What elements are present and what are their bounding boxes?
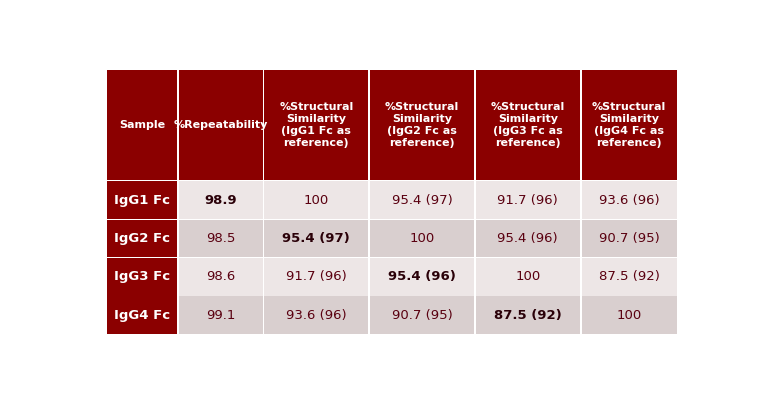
- Bar: [178, 70, 262, 180]
- Text: 93.6 (96): 93.6 (96): [286, 309, 347, 322]
- Text: IgG1 Fc: IgG1 Fc: [114, 194, 170, 206]
- Bar: [178, 296, 262, 334]
- Bar: [265, 220, 368, 257]
- Text: 98.6: 98.6: [206, 270, 235, 283]
- Bar: [581, 181, 677, 219]
- Bar: [107, 70, 177, 180]
- Text: IgG2 Fc: IgG2 Fc: [114, 232, 170, 245]
- Bar: [265, 181, 368, 219]
- Bar: [370, 70, 474, 180]
- Bar: [107, 181, 177, 219]
- Text: 95.4 (96): 95.4 (96): [388, 270, 456, 283]
- Bar: [370, 296, 474, 334]
- Bar: [581, 258, 677, 296]
- Text: Sample: Sample: [119, 120, 165, 130]
- Bar: [581, 70, 677, 180]
- Bar: [107, 220, 177, 257]
- Text: %Structural
Similarity
(IgG2 Fc as
reference): %Structural Similarity (IgG2 Fc as refer…: [385, 102, 459, 148]
- Bar: [178, 258, 262, 296]
- Text: 93.6 (96): 93.6 (96): [599, 194, 659, 206]
- Text: 90.7 (95): 90.7 (95): [599, 232, 659, 245]
- Bar: [265, 296, 368, 334]
- Bar: [265, 70, 368, 180]
- Text: 91.7 (96): 91.7 (96): [497, 194, 558, 206]
- Bar: [107, 258, 177, 296]
- Text: 98.5: 98.5: [206, 232, 236, 245]
- Bar: [370, 258, 474, 296]
- Bar: [178, 220, 262, 257]
- Text: %Structural
Similarity
(IgG3 Fc as
reference): %Structural Similarity (IgG3 Fc as refer…: [490, 102, 565, 148]
- Text: 90.7 (95): 90.7 (95): [392, 309, 452, 322]
- Text: 100: 100: [617, 309, 642, 322]
- Bar: [581, 296, 677, 334]
- Text: IgG4 Fc: IgG4 Fc: [114, 309, 170, 322]
- Text: 95.4 (97): 95.4 (97): [392, 194, 452, 206]
- Bar: [476, 70, 580, 180]
- Text: 100: 100: [304, 194, 329, 206]
- Text: 87.5 (92): 87.5 (92): [599, 270, 659, 283]
- Text: %Structural
Similarity
(IgG4 Fc as
reference): %Structural Similarity (IgG4 Fc as refer…: [592, 102, 666, 148]
- Text: IgG3 Fc: IgG3 Fc: [114, 270, 170, 283]
- Text: %Structural
Similarity
(IgG1 Fc as
reference): %Structural Similarity (IgG1 Fc as refer…: [279, 102, 353, 148]
- Bar: [107, 296, 177, 334]
- Bar: [370, 181, 474, 219]
- Text: 100: 100: [409, 232, 435, 245]
- Text: 100: 100: [515, 270, 540, 283]
- Bar: [476, 258, 580, 296]
- Bar: [476, 220, 580, 257]
- Bar: [476, 181, 580, 219]
- Bar: [265, 258, 368, 296]
- Bar: [178, 181, 262, 219]
- Text: 91.7 (96): 91.7 (96): [286, 270, 347, 283]
- Text: 99.1: 99.1: [206, 309, 236, 322]
- Text: 95.4 (97): 95.4 (97): [282, 232, 350, 245]
- Bar: [370, 220, 474, 257]
- Bar: [581, 220, 677, 257]
- Text: %Repeatability: %Repeatability: [174, 120, 268, 130]
- Bar: [476, 296, 580, 334]
- Text: 98.9: 98.9: [204, 194, 237, 206]
- Text: 87.5 (92): 87.5 (92): [494, 309, 562, 322]
- Text: 95.4 (96): 95.4 (96): [497, 232, 558, 245]
